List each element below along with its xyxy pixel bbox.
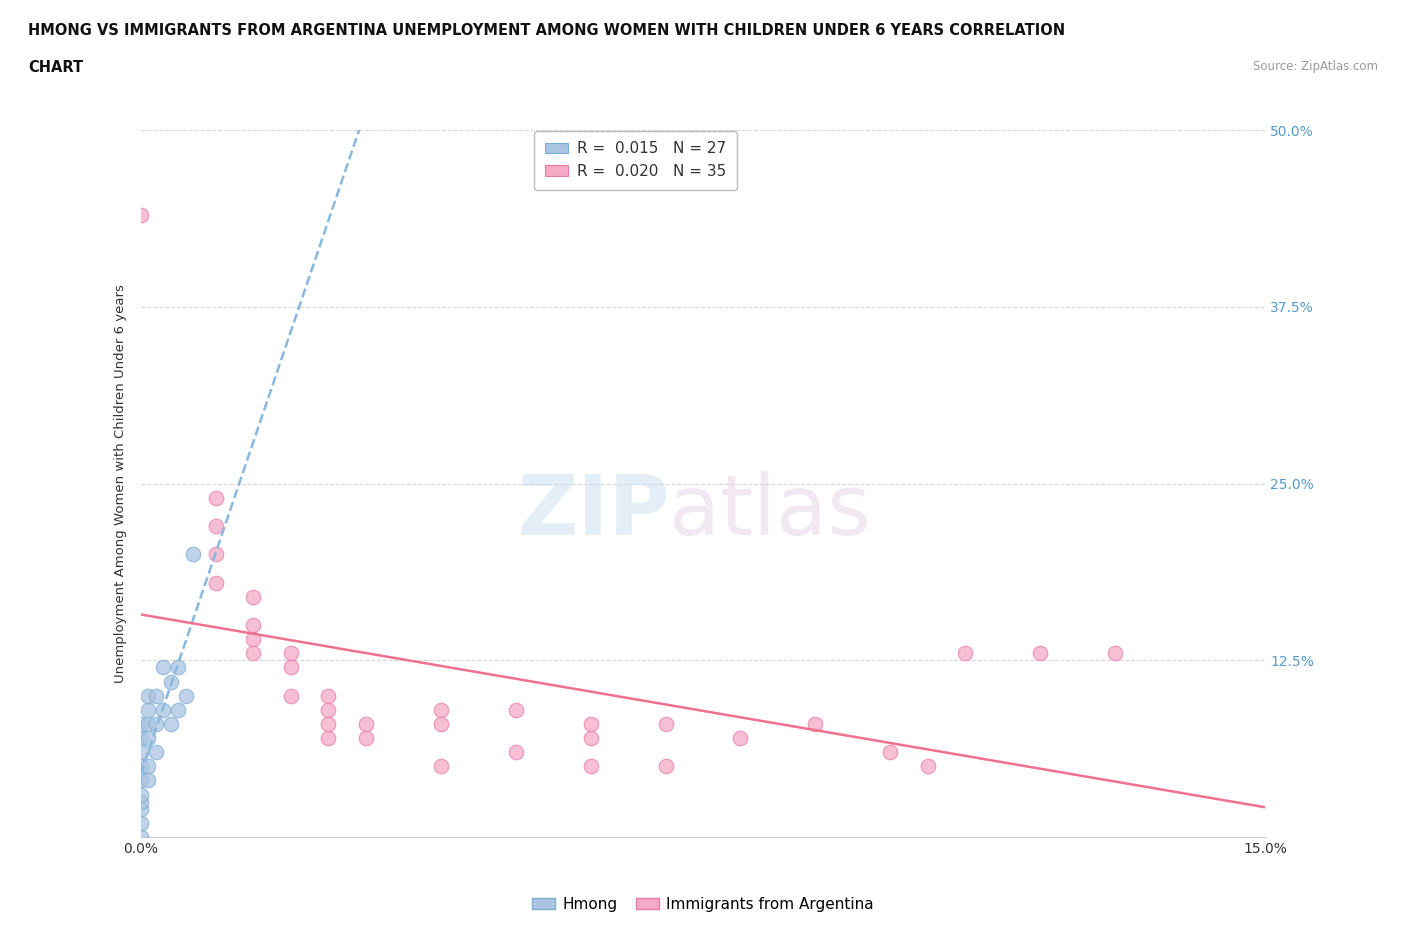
Point <box>129 830 152 844</box>
Text: Source: ZipAtlas.com: Source: ZipAtlas.com <box>1253 60 1378 73</box>
Point <box>136 731 159 746</box>
Point <box>316 688 339 703</box>
Point <box>129 207 152 222</box>
Point <box>136 688 159 703</box>
Point <box>242 645 264 660</box>
Point <box>174 688 197 703</box>
Point <box>167 660 190 675</box>
Point <box>242 631 264 646</box>
Point <box>145 716 167 731</box>
Point <box>181 547 204 562</box>
Point <box>429 716 451 731</box>
Point <box>136 773 159 788</box>
Point <box>129 787 152 802</box>
Point <box>136 716 159 731</box>
Text: ZIP: ZIP <box>517 472 669 552</box>
Legend: R =  0.015   N = 27, R =  0.020   N = 35: R = 0.015 N = 27, R = 0.020 N = 35 <box>534 131 737 190</box>
Point <box>159 716 181 731</box>
Point <box>505 702 527 717</box>
Point <box>280 660 302 675</box>
Point <box>354 731 377 746</box>
Point <box>879 745 901 760</box>
Point <box>917 759 939 774</box>
Point <box>129 745 152 760</box>
Point <box>145 745 167 760</box>
Point <box>136 702 159 717</box>
Point <box>129 731 152 746</box>
Point <box>167 702 190 717</box>
Point <box>579 759 602 774</box>
Point <box>204 519 226 534</box>
Legend: Hmong, Immigrants from Argentina: Hmong, Immigrants from Argentina <box>526 891 880 918</box>
Point <box>152 660 174 675</box>
Point <box>316 702 339 717</box>
Point <box>579 731 602 746</box>
Point <box>129 802 152 817</box>
Point <box>129 759 152 774</box>
Point <box>1104 645 1126 660</box>
Point <box>730 731 752 746</box>
Point <box>316 716 339 731</box>
Point <box>204 490 226 505</box>
Text: atlas: atlas <box>669 472 870 552</box>
Point <box>354 716 377 731</box>
Point <box>129 716 152 731</box>
Point <box>429 702 451 717</box>
Point <box>654 759 676 774</box>
Point <box>242 590 264 604</box>
Point <box>579 716 602 731</box>
Point <box>654 716 676 731</box>
Text: HMONG VS IMMIGRANTS FROM ARGENTINA UNEMPLOYMENT AMONG WOMEN WITH CHILDREN UNDER : HMONG VS IMMIGRANTS FROM ARGENTINA UNEMP… <box>28 23 1066 38</box>
Point <box>429 759 451 774</box>
Point <box>955 645 977 660</box>
Point <box>204 575 226 590</box>
Point <box>129 794 152 809</box>
Point <box>129 816 152 830</box>
Point <box>129 773 152 788</box>
Point <box>152 702 174 717</box>
Point <box>159 674 181 689</box>
Point <box>242 618 264 632</box>
Point <box>145 688 167 703</box>
Point <box>280 645 302 660</box>
Point <box>505 745 527 760</box>
Point <box>280 688 302 703</box>
Point <box>804 716 827 731</box>
Point <box>1029 645 1052 660</box>
Point <box>204 547 226 562</box>
Text: CHART: CHART <box>28 60 83 75</box>
Point <box>136 759 159 774</box>
Y-axis label: Unemployment Among Women with Children Under 6 years: Unemployment Among Women with Children U… <box>114 285 128 683</box>
Point <box>316 731 339 746</box>
